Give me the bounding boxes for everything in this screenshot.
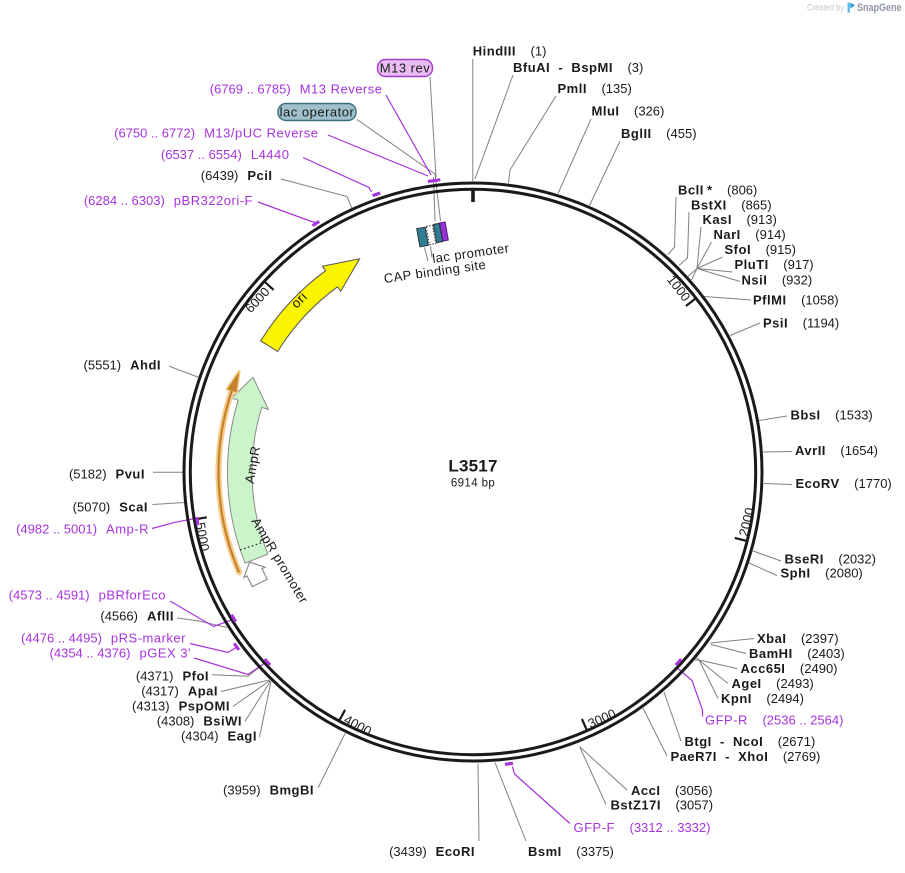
svg-text:(4573 .. 4591)pBRforEco: (4573 .. 4591) pBRforEco: [9, 588, 166, 603]
svg-text:BseRI(2032): BseRI (2032): [785, 552, 876, 567]
svg-text:AgeI(2493): AgeI (2493): [732, 676, 814, 691]
svg-text:MluI(326): MluI (326): [592, 104, 665, 119]
svg-text:BbsI(1533): BbsI (1533): [791, 408, 873, 423]
svg-text:L3517: L3517: [448, 457, 497, 476]
svg-text:SphI(2080): SphI (2080): [781, 566, 863, 581]
svg-text:AmpR: AmpR: [242, 445, 263, 485]
svg-text:Created by: Created by: [807, 3, 844, 13]
svg-text:(3439)EcoRI: (3439) EcoRI: [389, 844, 475, 859]
svg-text:PaeR7I - XhoI(2769): PaeR7I - XhoI (2769): [671, 749, 821, 764]
svg-text:BtgI - NcoI(2671): BtgI - NcoI (2671): [685, 734, 816, 749]
svg-text:(6439)PciI: (6439) PciI: [201, 168, 273, 183]
svg-text:M13 rev: M13 rev: [380, 61, 430, 76]
svg-text:(5070)ScaI: (5070) ScaI: [73, 500, 148, 515]
svg-text:NarI(914): NarI (914): [714, 227, 786, 242]
svg-text:EcoRV(1770): EcoRV (1770): [796, 476, 892, 491]
svg-text:XbaI(2397): XbaI (2397): [757, 631, 839, 646]
svg-text:GFP-R(2536 .. 2564): GFP-R (2536 .. 2564): [705, 713, 843, 728]
svg-text:(4313)PspOMI: (4313) PspOMI: [132, 699, 230, 714]
svg-text:NsiI(932): NsiI (932): [742, 273, 813, 288]
svg-text:AccI(3056): AccI (3056): [631, 783, 713, 798]
svg-text:PflMI(1058): PflMI (1058): [753, 293, 839, 308]
svg-text:lac operator: lac operator: [280, 105, 355, 120]
svg-text:BstXI(865): BstXI (865): [691, 198, 772, 213]
svg-text:BglII(455): BglII (455): [621, 126, 697, 141]
svg-text:BclI *(806): BclI * (806): [678, 183, 757, 198]
svg-text:PsiI(1194): PsiI (1194): [763, 316, 839, 331]
svg-text:6914 bp: 6914 bp: [451, 478, 495, 490]
svg-text:SnapGene: SnapGene: [857, 2, 902, 14]
svg-text:(6750 .. 6772)M13/pUC Reverse: (6750 .. 6772) M13/pUC Reverse: [114, 126, 318, 141]
svg-text:GFP-F(3312 .. 3332): GFP-F (3312 .. 3332): [574, 820, 711, 835]
svg-text:AvrII(1654): AvrII (1654): [795, 443, 878, 458]
svg-text:BfuAI - BspMI(3): BfuAI - BspMI (3): [513, 60, 643, 75]
svg-text:5000: 5000: [193, 521, 213, 552]
svg-text:Acc65I(2490): Acc65I (2490): [741, 661, 838, 676]
svg-text:KpnI(2494): KpnI (2494): [721, 691, 804, 706]
svg-text:BsmI(3375): BsmI (3375): [528, 844, 614, 859]
svg-text:(4566)AflII: (4566) AflII: [100, 609, 174, 624]
svg-text:KasI(913): KasI (913): [703, 212, 777, 227]
svg-text:PluTI(917): PluTI (917): [735, 257, 814, 272]
svg-text:(4354 .. 4376)pGEX 3': (4354 .. 4376) pGEX 3': [50, 646, 191, 661]
svg-text:(4982 .. 5001)Amp-R: (4982 .. 5001) Amp-R: [16, 522, 149, 537]
svg-text:(4371)PfoI: (4371) PfoI: [136, 669, 209, 684]
svg-text:HindIII(1): HindIII (1): [473, 44, 547, 59]
svg-text:BamHI(2403): BamHI (2403): [749, 646, 845, 661]
svg-text:SfoI(915): SfoI (915): [725, 242, 796, 257]
svg-text:2000: 2000: [736, 506, 758, 538]
svg-text:BstZ17I(3057): BstZ17I (3057): [611, 798, 714, 813]
svg-text:PmlI(135): PmlI (135): [558, 81, 632, 96]
svg-text:(6537 .. 6554)L4440: (6537 .. 6554) L4440: [161, 147, 290, 162]
